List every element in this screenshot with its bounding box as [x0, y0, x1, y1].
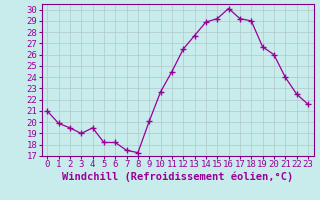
- X-axis label: Windchill (Refroidissement éolien,°C): Windchill (Refroidissement éolien,°C): [62, 172, 293, 182]
